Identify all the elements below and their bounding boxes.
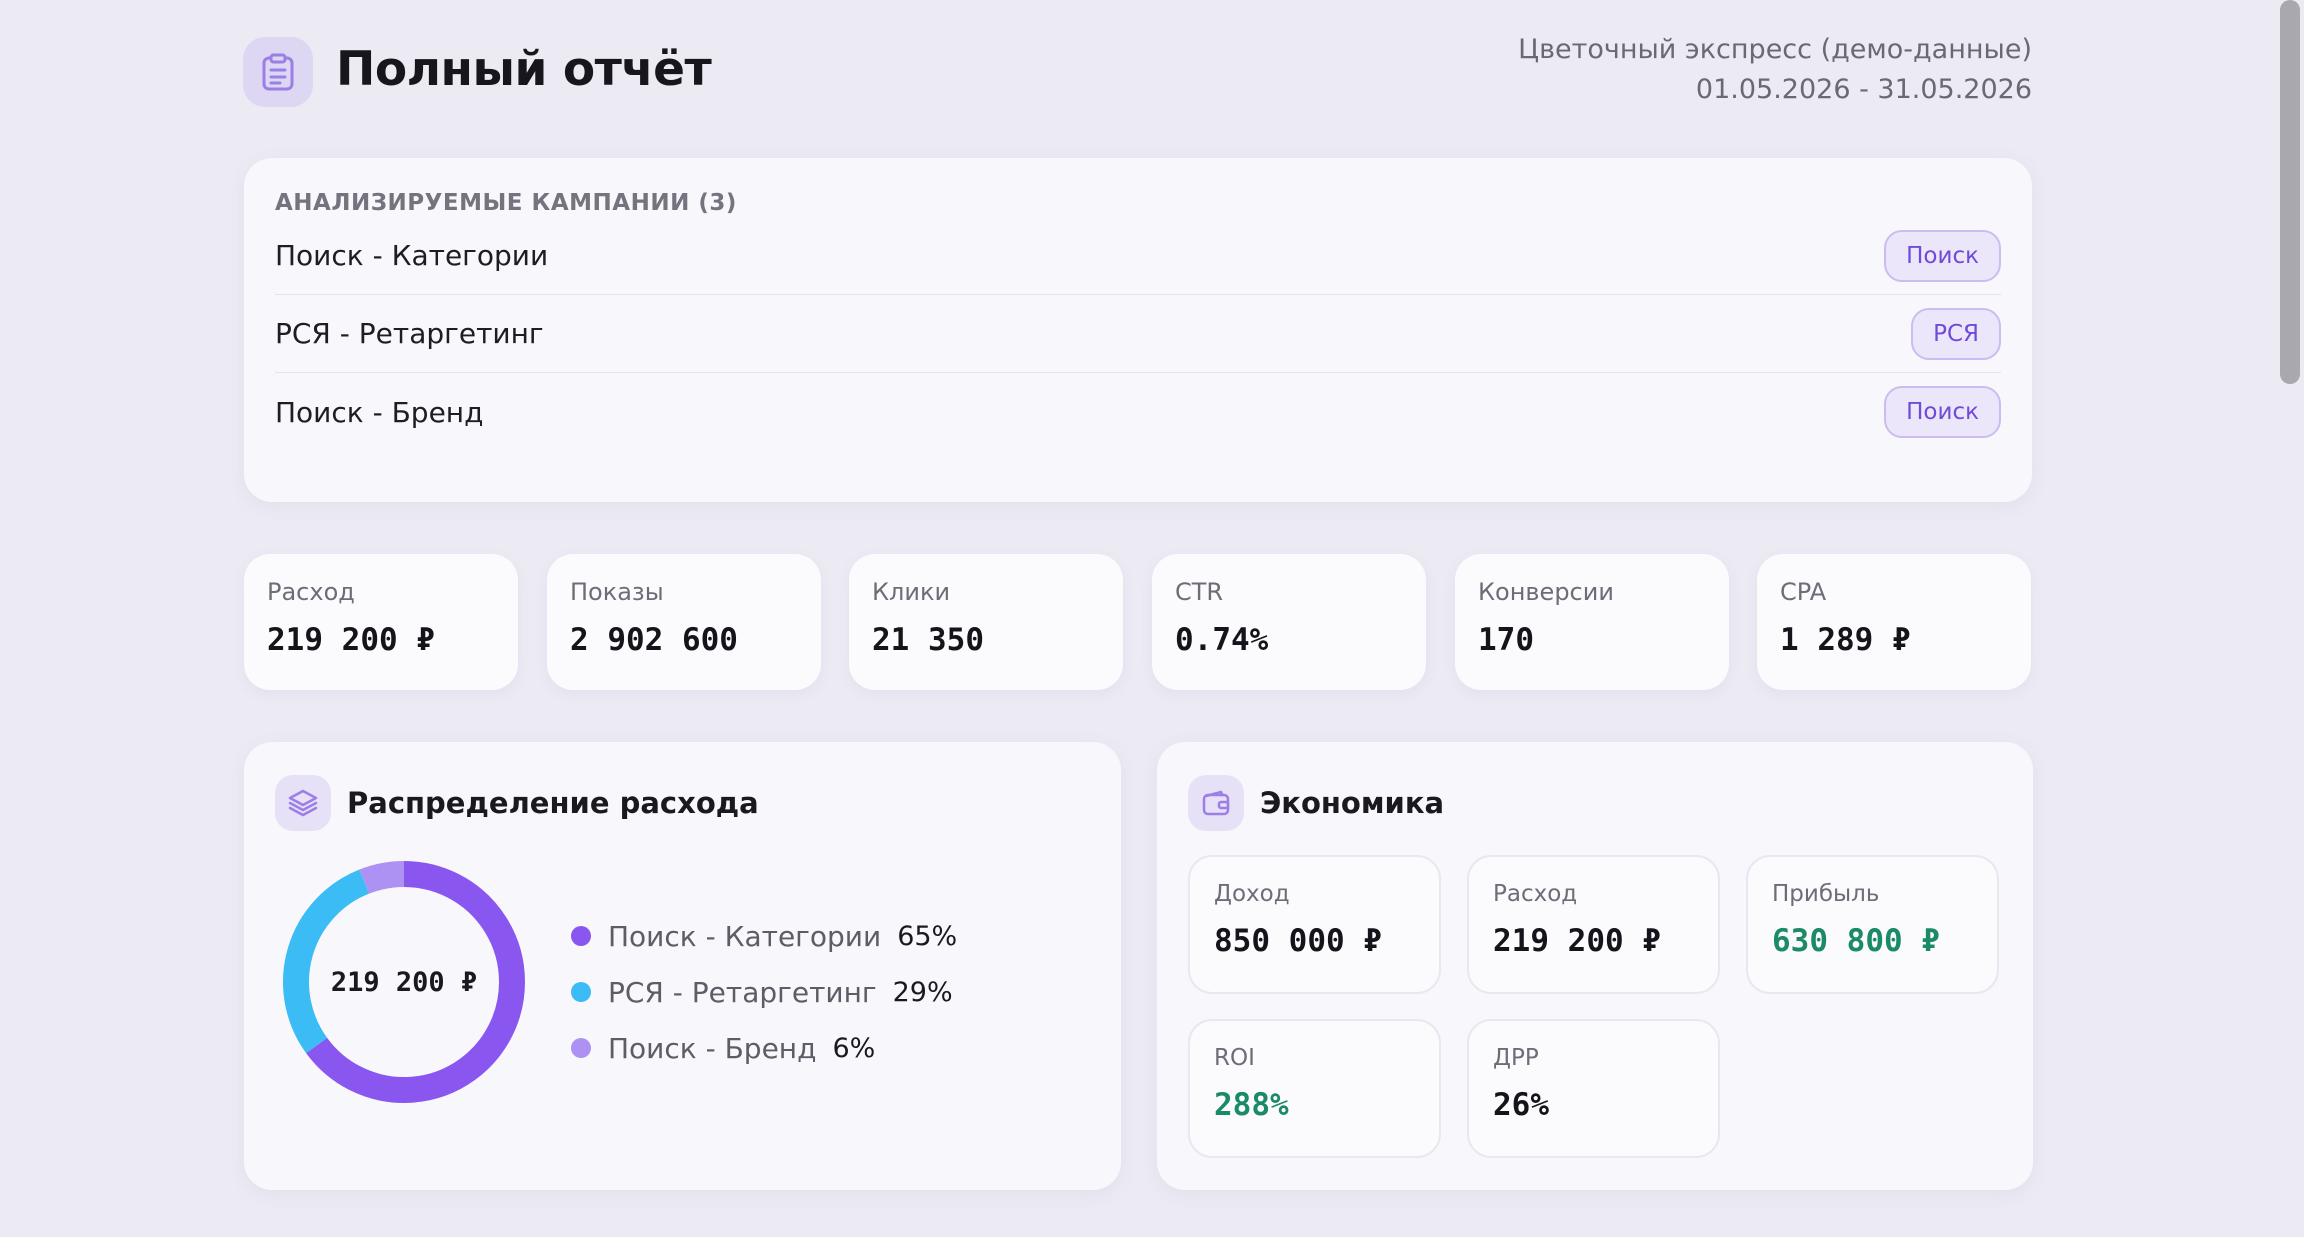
economics-title: Экономика xyxy=(1260,786,1445,820)
spend-distribution-card: Распределение расхода 219 200 ₽ Поиск - … xyxy=(244,742,1121,1190)
economics-value: 26% xyxy=(1493,1087,1549,1123)
layers-icon xyxy=(275,775,331,831)
legend-item: Поиск - Бренд 6% xyxy=(571,1020,957,1076)
legend-swatch xyxy=(571,926,591,946)
report-period: 01.05.2026 - 31.05.2026 xyxy=(1695,74,2032,105)
economics-item-profit: Прибыль 630 800 ₽ xyxy=(1746,855,1999,994)
legend-percent: 6% xyxy=(832,1032,876,1064)
kpi-value: 170 xyxy=(1478,622,1534,658)
campaign-row: Поиск - Категории Поиск xyxy=(275,217,2001,295)
donut-segment xyxy=(283,869,370,1054)
kpi-value: 2 902 600 xyxy=(570,622,738,658)
legend-name: РСЯ - Ретаргетинг xyxy=(608,975,877,1009)
legend-name: Поиск - Бренд xyxy=(608,1031,817,1065)
kpi-label: Клики xyxy=(872,578,951,606)
page-scrollbar[interactable] xyxy=(2280,0,2300,384)
kpi-card-spend: Расход 219 200 ₽ xyxy=(244,554,518,690)
campaign-name: Поиск - Категории xyxy=(275,239,549,272)
campaign-row: Поиск - Бренд Поиск xyxy=(275,373,2001,451)
economics-label: ДРР xyxy=(1493,1045,1539,1071)
campaign-row: РСЯ - Ретаргетинг РСЯ xyxy=(275,295,2001,373)
campaigns-heading: АНАЛИЗИРУЕМЫЕ КАМПАНИИ (3) xyxy=(275,190,737,216)
kpi-card-cpa: CPA 1 289 ₽ xyxy=(1757,554,2031,690)
donut-segment xyxy=(306,861,525,1103)
distribution-legend: Поиск - Категории 65% РСЯ - Ретаргетинг … xyxy=(571,908,957,1076)
kpi-value: 0.74% xyxy=(1175,622,1269,658)
economics-label: Расход xyxy=(1493,881,1578,907)
kpi-card-impressions: Показы 2 902 600 xyxy=(547,554,821,690)
kpi-value: 219 200 ₽ xyxy=(267,622,435,658)
economics-item-roi: ROI 288% xyxy=(1188,1019,1441,1158)
economics-label: Доход xyxy=(1214,881,1290,907)
clipboard-icon xyxy=(243,37,313,107)
economics-card: Экономика Доход 850 000 ₽ Расход 219 200… xyxy=(1157,742,2033,1190)
legend-name: Поиск - Категории xyxy=(608,919,882,953)
legend-item: РСЯ - Ретаргетинг 29% xyxy=(571,964,957,1020)
kpi-card-ctr: CTR 0.74% xyxy=(1152,554,1426,690)
kpi-value: 1 289 ₽ xyxy=(1780,622,1911,658)
economics-value: 850 000 ₽ xyxy=(1214,923,1382,959)
legend-swatch xyxy=(571,982,591,1002)
donut-segment xyxy=(359,861,405,894)
campaign-type-badge: РСЯ xyxy=(1911,307,2001,360)
economics-value: 630 800 ₽ xyxy=(1772,923,1940,959)
campaign-type-badge: Поиск xyxy=(1884,229,2001,282)
economics-value: 219 200 ₽ xyxy=(1493,923,1661,959)
kpi-card-clicks: Клики 21 350 xyxy=(849,554,1123,690)
report-meta: Цветочный экспресс (демо-данные) 01.05.2… xyxy=(1518,30,2032,110)
client-name: Цветочный экспресс (демо-данные) xyxy=(1518,34,2032,65)
legend-item: Поиск - Категории 65% xyxy=(571,908,957,964)
kpi-label: CTR xyxy=(1175,578,1224,606)
economics-label: Прибыль xyxy=(1772,881,1880,907)
economics-label: ROI xyxy=(1214,1045,1255,1071)
campaigns-card: АНАЛИЗИРУЕМЫЕ КАМПАНИИ (3) Поиск - Катег… xyxy=(244,158,2032,502)
spend-donut-chart xyxy=(283,861,525,1103)
legend-swatch xyxy=(571,1038,591,1058)
campaign-type-badge: Поиск xyxy=(1884,386,2001,438)
economics-item-drr: ДРР 26% xyxy=(1467,1019,1720,1158)
campaign-name: Поиск - Бренд xyxy=(275,395,484,429)
campaign-name: РСЯ - Ретаргетинг xyxy=(275,317,544,350)
economics-value: 288% xyxy=(1214,1087,1289,1123)
kpi-card-conversions: Конверсии 170 xyxy=(1455,554,1729,690)
distribution-title: Распределение расхода xyxy=(347,786,759,820)
page-title: Полный отчёт xyxy=(336,42,712,97)
economics-item-spend: Расход 219 200 ₽ xyxy=(1467,855,1720,994)
kpi-value: 21 350 xyxy=(872,622,984,658)
kpi-label: Расход xyxy=(267,578,355,606)
legend-percent: 65% xyxy=(897,920,958,952)
kpi-label: Показы xyxy=(570,578,664,606)
legend-percent: 29% xyxy=(892,976,953,1008)
kpi-label: Конверсии xyxy=(1478,578,1614,606)
donut-total: 219 200 ₽ xyxy=(330,966,478,998)
kpi-label: CPA xyxy=(1780,578,1827,606)
wallet-icon xyxy=(1188,775,1244,831)
economics-item-revenue: Доход 850 000 ₽ xyxy=(1188,855,1441,994)
